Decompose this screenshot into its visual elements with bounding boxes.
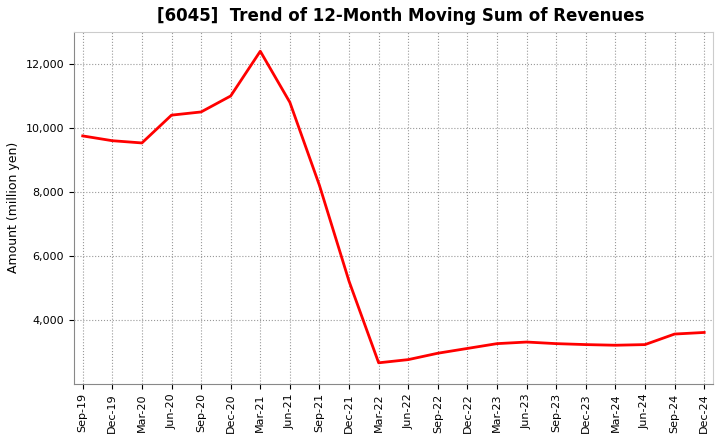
Y-axis label: Amount (million yen): Amount (million yen) <box>7 142 20 273</box>
Text: [6045]  Trend of 12-Month Moving Sum of Revenues: [6045] Trend of 12-Month Moving Sum of R… <box>157 7 644 25</box>
